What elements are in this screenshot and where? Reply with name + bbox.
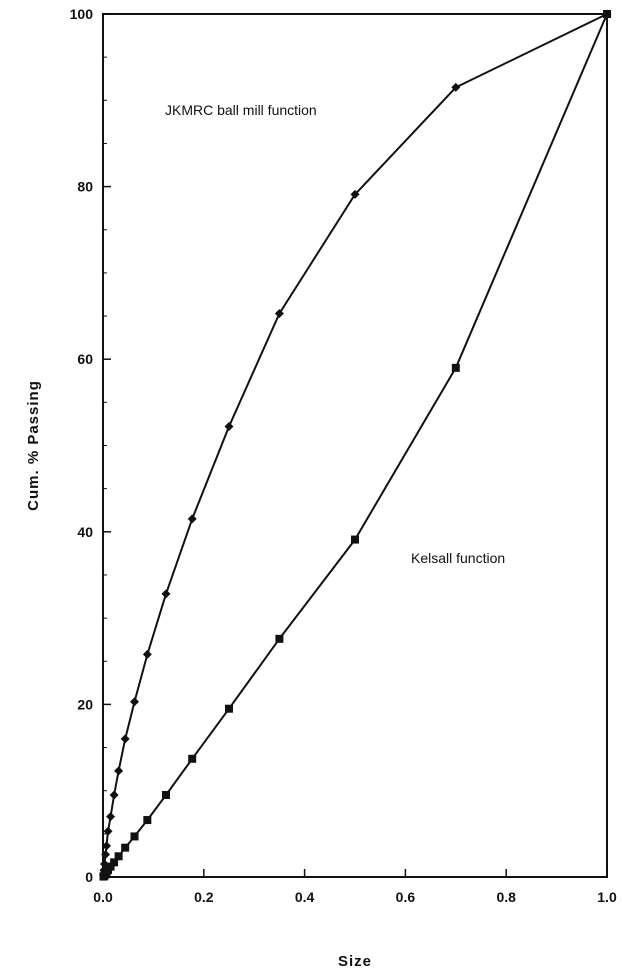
x-axis-title: Size <box>338 953 372 970</box>
data-point-square <box>115 852 123 860</box>
x-tick-label: 0.2 <box>194 889 214 905</box>
x-tick-label: 0.4 <box>295 889 315 905</box>
data-point-diamond <box>188 514 197 523</box>
x-axis-ticks: 0.0 0.2 0.4 0.6 0.8 1.0 <box>93 869 617 905</box>
x-tick-label: 0.6 <box>396 889 416 905</box>
data-point-diamond <box>130 697 139 706</box>
data-point-square <box>162 791 170 799</box>
data-point-diamond <box>104 827 113 836</box>
y-tick-label: 100 <box>70 6 94 22</box>
series-line-1 <box>103 14 607 877</box>
data-point-diamond <box>110 791 119 800</box>
data-point-square <box>188 755 196 763</box>
data-point-diamond <box>162 589 171 598</box>
series-layer <box>99 10 611 881</box>
annotation-jkmrc: JKMRC ball mill function <box>165 102 317 118</box>
x-tick-label: 0.8 <box>496 889 516 905</box>
series-line-0 <box>103 14 607 877</box>
y-tick-label: 0 <box>85 869 93 885</box>
data-point-diamond <box>106 812 115 821</box>
plot-frame <box>103 14 607 877</box>
data-point-square <box>143 816 151 824</box>
y-tick-label: 60 <box>77 351 93 367</box>
data-point-square <box>603 10 611 18</box>
data-point-square <box>121 844 129 852</box>
data-point-diamond <box>121 734 130 743</box>
data-point-square <box>131 832 139 840</box>
data-point-square <box>351 536 359 544</box>
data-point-square <box>275 635 283 643</box>
y-tick-label: 20 <box>77 696 93 712</box>
annotation-kelsall: Kelsall function <box>411 550 505 566</box>
data-point-square <box>225 705 233 713</box>
data-point-diamond <box>114 766 123 775</box>
y-tick-label: 80 <box>77 179 93 195</box>
y-tick-label: 40 <box>77 524 93 540</box>
x-tick-label: 0.0 <box>93 889 113 905</box>
data-point-square <box>452 364 460 372</box>
data-point-diamond <box>225 422 234 431</box>
x-tick-label: 1.0 <box>597 889 617 905</box>
y-axis-title: Cum. % Passing <box>25 380 42 511</box>
data-point-diamond <box>143 650 152 659</box>
